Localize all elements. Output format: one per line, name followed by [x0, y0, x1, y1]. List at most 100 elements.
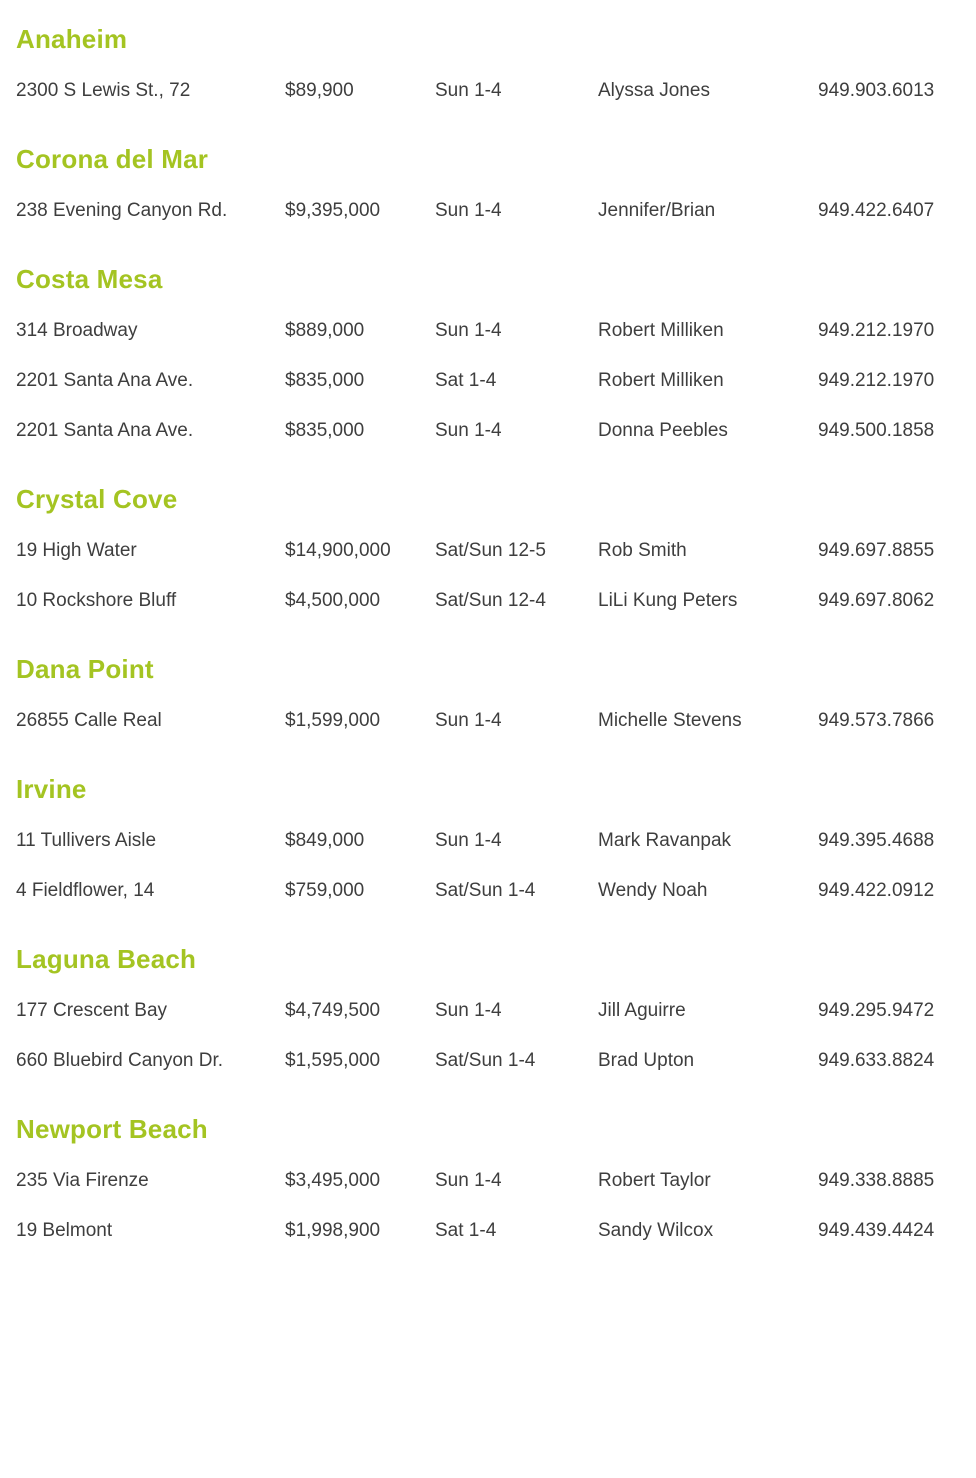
listing-phone: 949.439.4424: [818, 1221, 935, 1241]
listing-phone: 949.395.4688: [818, 831, 935, 851]
listing-price: $14,900,000: [285, 541, 391, 561]
listing-row: 26855 Calle Real $1,599,000 Sun 1-4 Mich…: [16, 711, 960, 731]
listing-agent: Donna Peebles: [598, 421, 728, 441]
listing-phone: 949.633.8824: [818, 1051, 935, 1071]
listing-phone: 949.903.6013: [818, 81, 935, 101]
listing-price: $4,500,000: [285, 591, 381, 611]
listing-open-time: Sat 1-4: [435, 371, 497, 391]
listing-row: 4 Fieldflower, 14 $759,000 Sat/Sun 1-4 W…: [16, 881, 960, 901]
listing-open-time: Sun 1-4: [435, 831, 502, 851]
city-section: Anaheim 2300 S Lewis St., 72 $89,900 Sun…: [16, 24, 960, 101]
listing-price: $1,599,000: [285, 711, 381, 731]
listing-agent: Michelle Stevens: [598, 711, 742, 731]
listing-open-time: Sun 1-4: [435, 711, 502, 731]
listing-agent: Robert Taylor: [598, 1171, 711, 1191]
listing-phone: 949.338.8885: [818, 1171, 935, 1191]
city-section: Irvine 11 Tullivers Aisle $849,000 Sun 1…: [16, 774, 960, 901]
listing-address: 2201 Santa Ana Ave.: [16, 421, 194, 441]
city-section: Dana Point 26855 Calle Real $1,599,000 S…: [16, 654, 960, 731]
listing-row: 2201 Santa Ana Ave. $835,000 Sat 1-4 Rob…: [16, 371, 960, 391]
listing-price: $759,000: [285, 881, 365, 901]
listing-phone: 949.295.9472: [818, 1001, 935, 1021]
listing-price: $835,000: [285, 421, 365, 441]
listing-row: 177 Crescent Bay $4,749,500 Sun 1-4 Jill…: [16, 1001, 960, 1021]
listing-open-time: Sat/Sun 1-4: [435, 881, 536, 901]
city-heading: Corona del Mar: [16, 144, 209, 174]
listing-address: 10 Rockshore Bluff: [16, 591, 177, 611]
listing-address: 19 Belmont: [16, 1221, 113, 1241]
listing-open-time: Sun 1-4: [435, 1171, 502, 1191]
listing-open-time: Sat/Sun 12-4: [435, 591, 546, 611]
listing-price: $889,000: [285, 321, 365, 341]
city-heading: Crystal Cove: [16, 484, 178, 514]
listing-price: $1,595,000: [285, 1051, 381, 1071]
listing-row: 2300 S Lewis St., 72 $89,900 Sun 1-4 Aly…: [16, 81, 960, 101]
listing-phone: 949.697.8062: [818, 591, 935, 611]
listing-agent: Rob Smith: [598, 541, 687, 561]
city-section: Newport Beach 235 Via Firenze $3,495,000…: [16, 1114, 960, 1241]
city-heading: Dana Point: [16, 654, 154, 684]
listing-address: 238 Evening Canyon Rd.: [16, 201, 228, 221]
city-heading: Laguna Beach: [16, 944, 197, 974]
city-section: Corona del Mar 238 Evening Canyon Rd. $9…: [16, 144, 960, 221]
listing-open-time: Sun 1-4: [435, 421, 502, 441]
listing-agent: Alyssa Jones: [598, 81, 710, 101]
listing-row: 660 Bluebird Canyon Dr. $1,595,000 Sat/S…: [16, 1051, 960, 1071]
city-section: Costa Mesa 314 Broadway $889,000 Sun 1-4…: [16, 264, 960, 441]
listing-price: $849,000: [285, 831, 365, 851]
listing-open-time: Sun 1-4: [435, 201, 502, 221]
listing-agent: Robert Milliken: [598, 321, 724, 341]
city-heading: Costa Mesa: [16, 264, 163, 294]
listing-phone: 949.212.1970: [818, 371, 935, 391]
city-section: Crystal Cove 19 High Water $14,900,000 S…: [16, 484, 960, 611]
listing-price: $3,495,000: [285, 1171, 381, 1191]
listing-address: 11 Tullivers Aisle: [16, 831, 157, 851]
listing-agent: LiLi Kung Peters: [598, 591, 738, 611]
listing-address: 235 Via Firenze: [16, 1171, 149, 1191]
listing-agent: Mark Ravanpak: [598, 831, 732, 851]
listing-row: 10 Rockshore Bluff $4,500,000 Sat/Sun 12…: [16, 591, 960, 611]
listing-row: 238 Evening Canyon Rd. $9,395,000 Sun 1-…: [16, 201, 960, 221]
listing-row: 11 Tullivers Aisle $849,000 Sun 1-4 Mark…: [16, 831, 960, 851]
listing-open-time: Sun 1-4: [435, 321, 502, 341]
listing-row: 2201 Santa Ana Ave. $835,000 Sun 1-4 Don…: [16, 421, 960, 441]
listing-agent: Brad Upton: [598, 1051, 695, 1071]
listing-address: 2201 Santa Ana Ave.: [16, 371, 194, 391]
listing-phone: 949.573.7866: [818, 711, 935, 731]
listing-agent: Sandy Wilcox: [598, 1221, 714, 1241]
listing-price: $835,000: [285, 371, 365, 391]
listing-agent: Wendy Noah: [598, 881, 708, 901]
listing-phone: 949.500.1858: [818, 421, 935, 441]
listing-open-time: Sun 1-4: [435, 81, 502, 101]
listing-open-time: Sun 1-4: [435, 1001, 502, 1021]
listing-price: $4,749,500: [285, 1001, 381, 1021]
listing-phone: 949.422.6407: [818, 201, 935, 221]
city-section: Laguna Beach 177 Crescent Bay $4,749,500…: [16, 944, 960, 1071]
listing-open-time: Sat/Sun 1-4: [435, 1051, 536, 1071]
listing-row: 19 High Water $14,900,000 Sat/Sun 12-5 R…: [16, 541, 960, 561]
listing-row: 19 Belmont $1,998,900 Sat 1-4 Sandy Wilc…: [16, 1221, 960, 1241]
listing-address: 177 Crescent Bay: [16, 1001, 168, 1021]
city-heading: Newport Beach: [16, 1114, 208, 1144]
listing-row: 235 Via Firenze $3,495,000 Sun 1-4 Rober…: [16, 1171, 960, 1191]
listing-open-time: Sat 1-4: [435, 1221, 497, 1241]
listing-agent: Jill Aguirre: [598, 1001, 686, 1021]
listing-agent: Jennifer/Brian: [598, 201, 716, 221]
listing-address: 2300 S Lewis St., 72: [16, 81, 191, 101]
listing-price: $89,900: [285, 81, 354, 101]
city-heading: Anaheim: [16, 24, 128, 54]
listing-address: 26855 Calle Real: [16, 711, 162, 731]
listing-open-time: Sat/Sun 12-5: [435, 541, 546, 561]
listing-address: 660 Bluebird Canyon Dr.: [16, 1051, 224, 1071]
listing-price: $1,998,900: [285, 1221, 381, 1241]
listing-address: 19 High Water: [16, 541, 137, 561]
listing-phone: 949.697.8855: [818, 541, 935, 561]
listing-phone: 949.422.0912: [818, 881, 935, 901]
listing-address: 314 Broadway: [16, 321, 138, 341]
listing-address: 4 Fieldflower, 14: [16, 881, 155, 901]
city-heading: Irvine: [16, 774, 87, 804]
listing-price: $9,395,000: [285, 201, 381, 221]
listing-phone: 949.212.1970: [818, 321, 935, 341]
listing-agent: Robert Milliken: [598, 371, 724, 391]
